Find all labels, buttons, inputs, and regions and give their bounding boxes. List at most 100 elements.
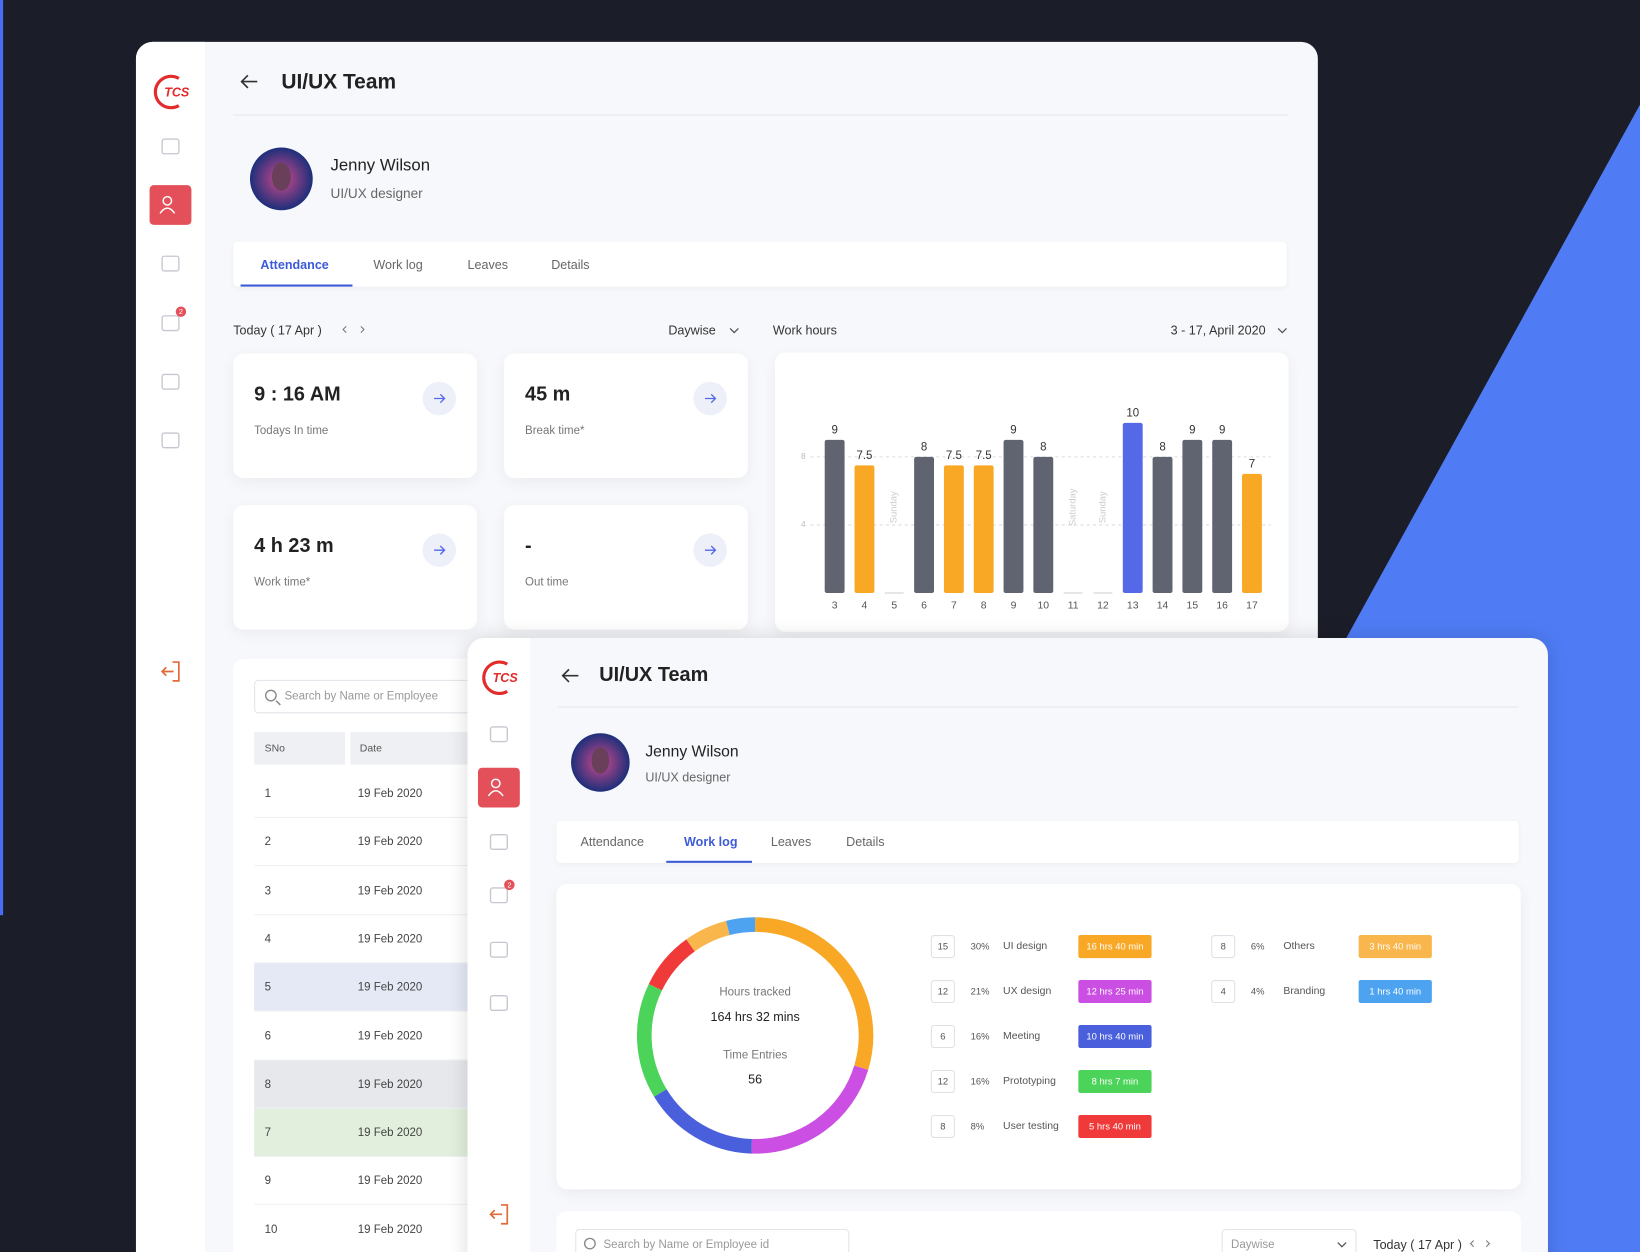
table-row (254, 770, 482, 818)
donut-caption: Time Entries (723, 1049, 788, 1062)
stat-card (233, 505, 477, 630)
cell: 6 (264, 1029, 272, 1043)
percent-label: 4% (1250, 986, 1265, 997)
duration: 12 hrs 25 min (1086, 986, 1144, 997)
percent-label: 30% (970, 941, 990, 952)
cell: 19 Feb 2020 (357, 1223, 423, 1236)
count-box (1211, 935, 1236, 959)
donut-caption: Hours tracked (719, 986, 791, 999)
date-label: Today ( 17 Apr ) (1373, 1237, 1462, 1252)
cell: 19 Feb 2020 (357, 1029, 423, 1043)
table-head (350, 732, 482, 765)
duration-badge (1078, 935, 1152, 959)
count-box (930, 980, 955, 1004)
legend-name: User testing (1003, 1120, 1059, 1133)
page-title: UI/UX Team (599, 664, 709, 687)
stat-label: Out time (525, 576, 569, 589)
duration-badge (1078, 1114, 1152, 1138)
tab[interactable]: Attendance (260, 257, 329, 272)
stat-value: 45 m (525, 383, 571, 406)
entry-count: 8 (940, 1121, 946, 1132)
table-row (254, 1012, 482, 1061)
column-header: Date (359, 743, 382, 755)
duration: 5 hrs 40 min (1089, 1121, 1141, 1132)
chart-title: Work hours (772, 323, 837, 338)
entry-count: 6 (940, 1031, 946, 1042)
duration: 8 hrs 7 min (1091, 1076, 1139, 1087)
tab[interactable]: Work log (684, 834, 738, 850)
cell: 19 Feb 2020 (357, 1078, 423, 1091)
date-label: Today ( 17 Apr ) (233, 323, 322, 338)
donut-hours: 164 hrs 32 mins (710, 1009, 800, 1024)
view-select[interactable]: Daywise (1231, 1238, 1275, 1251)
duration: 10 hrs 40 min (1086, 1031, 1144, 1042)
column-header: SNo (264, 743, 285, 755)
legend-name: Prototyping (1003, 1075, 1056, 1088)
cell: 19 Feb 2020 (357, 932, 423, 946)
count-box (930, 1025, 955, 1049)
cell: 3 (264, 884, 272, 897)
table-row (254, 1108, 482, 1157)
count-box (1211, 980, 1236, 1004)
stat-card (233, 353, 477, 478)
percent-label: 21% (970, 986, 990, 997)
tab[interactable]: Leaves (467, 257, 509, 272)
duration: 1 hrs 40 min (1369, 986, 1422, 997)
table-row (254, 867, 482, 915)
bg-strip (0, 0, 4, 916)
table-row (254, 963, 482, 1012)
stat-card (504, 505, 748, 630)
duration-badge (1078, 980, 1152, 1004)
tab[interactable]: Details (551, 257, 590, 272)
donut-entries: 56 (748, 1072, 763, 1087)
tab[interactable]: Attendance (580, 834, 644, 850)
duration-badge (1358, 980, 1432, 1004)
view-select[interactable]: Daywise (668, 323, 716, 338)
tab[interactable]: Details (846, 834, 885, 850)
table-row (254, 915, 482, 964)
percent-label: 16% (970, 1031, 990, 1042)
entry-count: 15 (937, 941, 949, 952)
cell: 19 Feb 2020 (357, 836, 423, 849)
select-box[interactable] (1221, 1228, 1357, 1252)
cell: 19 Feb 2020 (357, 1174, 423, 1188)
table-row (254, 818, 482, 867)
sidebar (135, 41, 206, 1252)
profile-role: UI/UX designer (645, 769, 731, 785)
cell: 9 (264, 1174, 272, 1188)
stat-label: Break time* (525, 424, 585, 438)
legend-name: Others (1283, 940, 1315, 953)
search-box[interactable] (254, 679, 480, 714)
count-box (930, 1114, 955, 1138)
entry-count: 8 (1220, 941, 1226, 952)
duration-badge (1078, 1069, 1152, 1093)
stat-label: Work time* (254, 576, 311, 589)
chart-panel (775, 352, 1289, 632)
search-box[interactable] (575, 1228, 850, 1252)
tab[interactable]: Leaves (770, 834, 812, 850)
cell: 19 Feb 2020 (357, 1126, 423, 1140)
tab[interactable]: Work log (373, 257, 423, 272)
tab-bar (233, 241, 1287, 287)
chart-range[interactable]: 3 - 17, April 2020 (1170, 323, 1266, 338)
entry-count: 12 (937, 1076, 949, 1087)
entry-count: 12 (937, 986, 949, 997)
stat-value: 9 : 16 AM (254, 383, 341, 406)
cell: 8 (264, 1078, 272, 1091)
page-title: UI/UX Team (281, 70, 397, 94)
legend-name: Meeting (1003, 1030, 1041, 1043)
percent-label: 16% (970, 1076, 990, 1087)
stat-label: Todays In time (254, 424, 329, 438)
legend-name: Branding (1283, 985, 1326, 998)
legend-name: UX design (1003, 985, 1052, 998)
duration: 3 hrs 40 min (1369, 941, 1422, 952)
cell: 10 (264, 1223, 278, 1236)
cell: 19 Feb 2020 (357, 787, 423, 801)
cell: 7 (264, 1126, 272, 1140)
table-head (254, 732, 346, 765)
stat-value: - (525, 535, 532, 558)
percent-label: 6% (1250, 941, 1265, 952)
count-box (930, 935, 955, 959)
